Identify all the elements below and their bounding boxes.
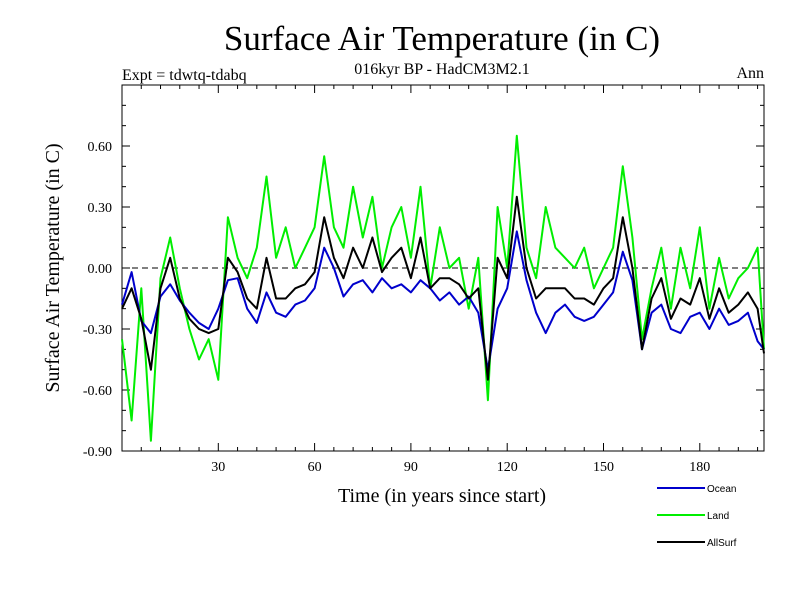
season-label: Ann (736, 65, 764, 82)
x-tick-label: 180 (689, 460, 710, 475)
series-lines (121, 134, 765, 442)
x-tick-label: 90 (404, 460, 418, 475)
y-tick-label: 0.00 (88, 262, 113, 277)
y-axis-ticks: -0.90 -0.60 -0.30 0.00 0.30 0.60 (83, 104, 764, 460)
series-line-ocean (121, 230, 765, 371)
legend: Ocean Land AllSurf (657, 484, 737, 549)
legend-label-ocean: Ocean (707, 484, 736, 495)
chart-subtitle: 016kyr BP - HadCM3M2.1 (354, 61, 529, 78)
y-tick-label: 0.30 (88, 201, 113, 216)
y-axis-label: Surface Air Temperature (in C) (42, 143, 64, 392)
series-line-allsurf (121, 195, 765, 381)
experiment-label: Expt = tdwtq-tdabq (122, 67, 247, 84)
x-axis-ticks: 30 60 90 120 150 180 (140, 85, 759, 475)
y-tick-label: -0.30 (83, 323, 112, 338)
chart-title: Surface Air Temperature (in C) (224, 19, 660, 58)
y-tick-label: -0.60 (83, 384, 112, 399)
x-tick-label: 120 (497, 460, 518, 475)
legend-label-allsurf: AllSurf (707, 538, 737, 549)
y-tick-label: -0.90 (83, 445, 112, 460)
x-axis-label: Time (in years since start) (338, 485, 546, 507)
x-tick-label: 30 (211, 460, 225, 475)
x-tick-label: 60 (308, 460, 322, 475)
x-tick-label: 150 (593, 460, 614, 475)
y-tick-label: 0.60 (88, 140, 113, 155)
series-line-land (121, 134, 765, 442)
legend-label-land: Land (707, 511, 729, 522)
